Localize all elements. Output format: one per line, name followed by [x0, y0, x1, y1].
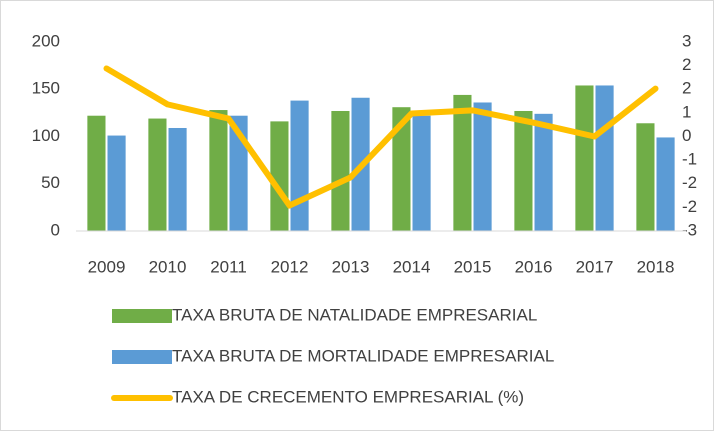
y2-tick-label: -3	[682, 220, 697, 239]
y2-tick-label: 0	[682, 126, 691, 145]
y-tick-label: 50	[41, 173, 60, 192]
x-tick-label: 2014	[393, 257, 431, 276]
x-tick-label: 2009	[88, 257, 126, 276]
bar	[107, 135, 126, 231]
y2-tick-label: -2	[682, 173, 697, 192]
bar	[270, 121, 289, 231]
bar	[636, 123, 655, 231]
bar	[148, 118, 167, 231]
legend-label: TAXA BRUTA DE NATALIDADE EMPRESARIAL	[172, 305, 537, 324]
bar	[331, 110, 350, 231]
bar	[412, 115, 431, 231]
x-tick-label: 2017	[576, 257, 614, 276]
x-tick-label: 2010	[149, 257, 187, 276]
legend-swatch	[112, 350, 172, 364]
bar	[209, 110, 228, 231]
bar	[534, 113, 553, 231]
x-tick-label: 2013	[332, 257, 370, 276]
bar	[514, 110, 533, 231]
bar	[290, 100, 309, 231]
bar	[656, 137, 675, 231]
bar	[87, 115, 106, 231]
bar	[473, 102, 492, 231]
y-tick-label: 100	[32, 126, 60, 145]
y2-tick-label: 1	[682, 102, 691, 121]
y2-tick-label: 2	[682, 55, 691, 74]
bar	[392, 107, 411, 231]
y2-tick-label: 3	[682, 31, 691, 50]
y-tick-label: 0	[51, 220, 60, 239]
x-tick-label: 2015	[454, 257, 492, 276]
y2-tick-label: 2	[682, 79, 691, 98]
bar	[453, 94, 472, 231]
legend-swatch	[112, 309, 172, 323]
legend-label: TAXA BRUTA DE MORTALIDADE EMPRESARIAL	[172, 346, 554, 365]
legend-label: TAXA DE CRECEMENTO EMPRESARIAL (%)	[172, 387, 524, 406]
y-tick-label: 150	[32, 79, 60, 98]
x-tick-label: 2011	[210, 257, 247, 276]
y-tick-label: 200	[32, 31, 60, 50]
x-tick-label: 2016	[515, 257, 553, 276]
bar	[575, 85, 594, 231]
x-tick-label: 2018	[637, 257, 675, 276]
bar	[168, 127, 187, 231]
x-tick-label: 2012	[271, 257, 309, 276]
y2-tick-label: -1	[682, 150, 697, 169]
bar	[595, 85, 614, 231]
line	[103, 65, 659, 209]
y2-tick-label: -2	[682, 197, 697, 216]
